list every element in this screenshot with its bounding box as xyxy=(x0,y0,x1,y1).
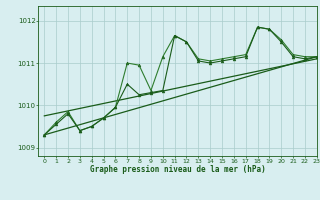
X-axis label: Graphe pression niveau de la mer (hPa): Graphe pression niveau de la mer (hPa) xyxy=(90,165,266,174)
